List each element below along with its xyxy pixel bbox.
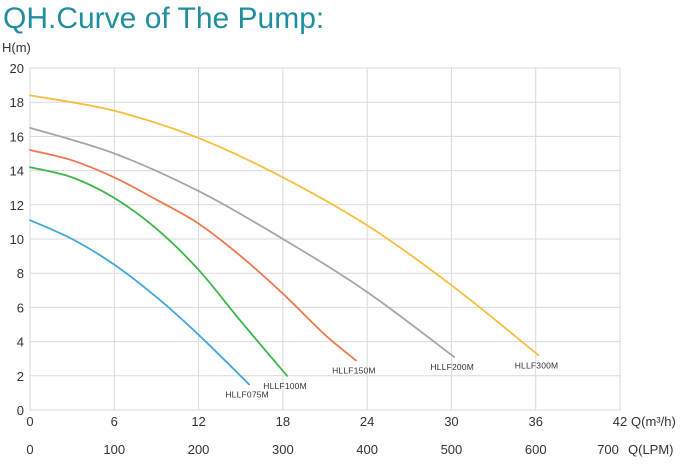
- x-tick-label: 30: [444, 414, 458, 429]
- y-tick-label: 14: [10, 164, 24, 179]
- grid: [29, 67, 621, 411]
- y-tick-label: 18: [10, 95, 24, 110]
- curves: [29, 94, 540, 386]
- series-label-hllf100m: HLLF100M: [263, 381, 307, 391]
- y-tick-label: 0: [17, 403, 24, 418]
- x-tick-label: 36: [528, 414, 542, 429]
- series-label-hllf200m: HLLF200M: [430, 362, 474, 372]
- x2-tick-label: 300: [272, 442, 294, 457]
- series-line-hllf075m: [29, 219, 250, 386]
- series-label-hllf300m: HLLF300M: [515, 360, 559, 370]
- x2-tick-label: 0: [26, 442, 33, 457]
- series-line-hllf100m: [29, 166, 288, 377]
- y-tick-label: 6: [17, 300, 24, 315]
- x2-tick-label: 200: [188, 442, 210, 457]
- y-tick-label: 2: [17, 369, 24, 384]
- x-axis-label: Q(m³/h): [631, 414, 676, 429]
- y-tick-label: 20: [10, 61, 24, 76]
- x-tick-label: 12: [191, 414, 205, 429]
- y-axis-label: H(m): [2, 40, 31, 55]
- series-line-hllf200m: [29, 127, 456, 358]
- y-tick-label: 16: [10, 129, 24, 144]
- x-tick-label: 42: [613, 414, 627, 429]
- series-line-hllf300m: [29, 94, 540, 357]
- series-label-hllf150m: HLLF150M: [332, 365, 376, 375]
- x-tick-label: 24: [360, 414, 374, 429]
- y-tick-label: 10: [10, 232, 24, 247]
- x-tick-label: 0: [26, 414, 33, 429]
- x-tick-label: 18: [276, 414, 290, 429]
- x2-tick-label: 600: [525, 442, 547, 457]
- y-tick-label: 4: [17, 335, 24, 350]
- chart-title: QH.Curve of The Pump:: [3, 2, 325, 35]
- x2-tick-label: 400: [356, 442, 378, 457]
- series-line-hllf150m: [29, 149, 357, 362]
- y-tick-label: 12: [10, 198, 24, 213]
- y-tick-label: 8: [17, 266, 24, 281]
- series-label-hllf075m: HLLF075M: [225, 389, 269, 399]
- x2-tick-label: 700: [597, 442, 619, 457]
- x2-tick-label: 500: [441, 442, 463, 457]
- x2-axis-label: Q(LPM): [628, 442, 674, 457]
- x2-tick-label: 100: [103, 442, 125, 457]
- x-tick-label: 6: [111, 414, 118, 429]
